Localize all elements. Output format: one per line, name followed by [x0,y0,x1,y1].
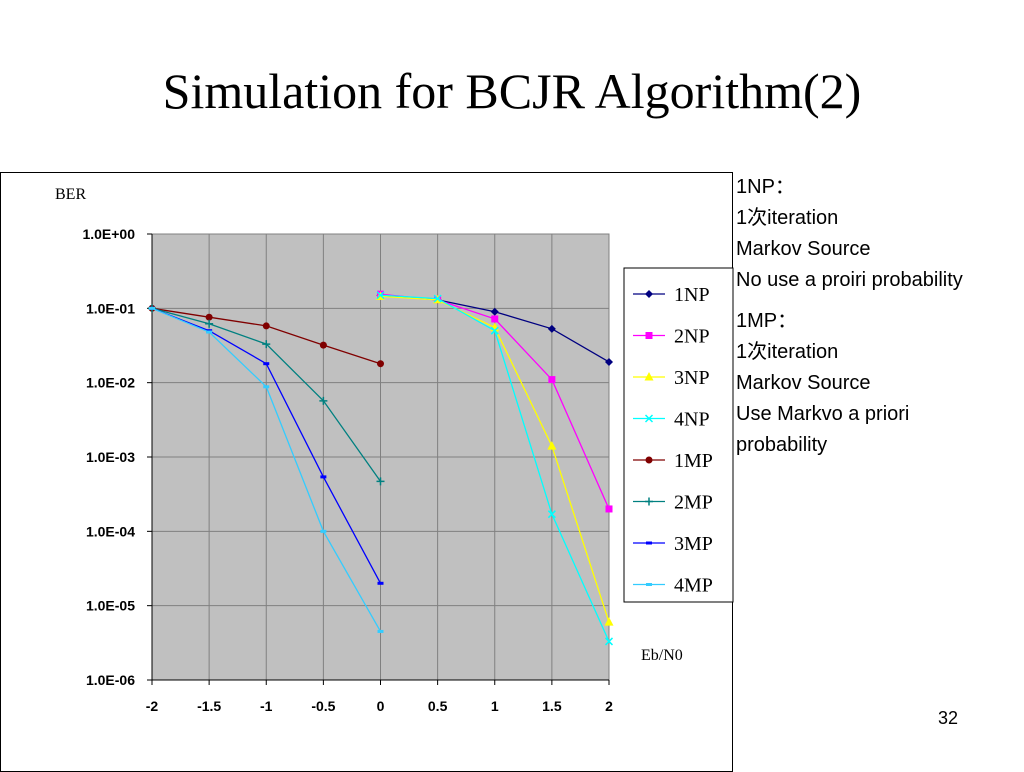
x-tick-label: 1.5 [542,698,562,714]
data-point-4np [604,637,614,646]
note-line: 1次iteration [736,341,839,363]
legend-marker-4mp [646,583,652,586]
x-tick-label: -2 [146,698,159,714]
legend-item-3np: 3NP [633,367,710,389]
x-tick-label: 0 [377,698,385,714]
legend-marker-1mp [645,456,653,464]
data-point-3mp [263,362,270,366]
data-point-1mp [319,341,327,349]
y-tick-label: 1.0E-02 [86,375,135,391]
legend-label-3mp: 3MP [674,533,713,555]
data-point-2mp [319,396,328,405]
data-point-2mp [262,340,271,349]
legend-item-4np: 4NP [633,409,710,431]
legend-box [623,267,734,603]
legend-item-2mp: 2MP [633,492,713,514]
data-point-4np [490,326,499,335]
data-point-1np [490,307,499,316]
data-point-1mp [205,313,213,321]
data-point-1mp [262,322,270,330]
data-point-4np [547,510,556,519]
note-block-1mp: 1MP： 1次iteration Markov Source Use Markv… [736,306,1024,461]
note-heading: 1MP： [736,310,798,332]
legend-item-4mp: 4MP [633,575,713,597]
y-tick-label: 1.0E-06 [86,672,135,688]
legend-item-2np: 2NP [633,326,710,348]
data-point-4mp [320,529,327,533]
y-tick-label: 1.0E+00 [82,226,135,242]
legend-item-1np: 1NP [633,284,710,306]
note-line: Use Markvo a priori probability [736,403,910,456]
x-tick-label: 2 [605,698,613,714]
y-axis-label: BER [55,186,86,203]
data-point-3np [604,617,614,626]
legend-item-1mp: 1MP [633,450,713,472]
legend-marker-1np [645,290,653,298]
data-point-4np [433,294,442,303]
slide-title: Simulation for BCJR Algorithm(2) [162,63,862,119]
legend-item-3mp: 3MP [633,533,713,555]
note-line: 1次iteration [736,207,839,229]
chart-frame: 1.0E+00 1.0E-01 1.0E-02 1.0E-03 1.0E-04 1.0E-… [0,172,734,772]
data-point-3mp [320,475,327,479]
data-point-2mp [376,477,385,486]
legend-label-1mp: 1MP [674,450,713,472]
note-block-1np: 1NP： 1次iteration Markov Source No use a … [736,172,1024,296]
legend-marker-2np [645,332,653,339]
data-point-4np [376,291,385,300]
legend-label-4np: 4NP [674,409,710,431]
x-axis-label: Eb/N0 [641,647,683,664]
y-tick-label: 1.0E-01 [86,300,135,316]
x-tick-label: 1 [491,698,499,714]
data-point-4mp [263,385,270,389]
legend-marker-4np [644,414,654,423]
ber-chart: 1.0E+00 1.0E-01 1.0E-02 1.0E-03 1.0E-04 1.0E-… [55,186,734,714]
legend-label-2np: 2NP [674,326,710,348]
y-tick-label: 1.0E-05 [86,598,135,614]
legend-label-1np: 1NP [674,284,710,306]
legend-marker-3np [644,372,654,381]
series-4mp [149,306,384,633]
notes-panel: 1NP： 1次iteration Markov Source No use a … [736,172,1024,461]
x-tick-label: -1 [260,698,273,714]
legend-marker-2mp [645,497,653,506]
data-point-4mp [377,629,384,633]
note-line: Markov Source [736,372,871,394]
legend-marker-3mp [646,541,652,545]
y-tick-label: 1.0E-04 [86,523,135,539]
data-point-2np [548,376,556,384]
data-point-1np [605,357,613,366]
data-point-1np [547,324,556,333]
legend-label-4mp: 4MP [674,575,713,597]
data-point-4mp [149,306,155,310]
series-2mp [148,304,385,486]
data-point-3np [547,441,557,450]
data-point-4mp [206,330,213,334]
series-1mp [148,304,384,368]
y-tick-label: 1.0E-03 [86,449,135,465]
note-heading: 1NP： [736,176,795,198]
legend-label-3np: 3NP [674,367,710,389]
note-line: Markov Source [736,238,871,260]
data-point-2np [605,505,613,513]
x-tick-label: -1.5 [197,698,221,714]
data-point-2np [491,315,499,323]
series-4np [376,291,614,646]
note-line: No use a proiri probability [736,269,963,291]
x-tick-label: -0.5 [311,698,335,714]
data-point-1mp [377,360,384,368]
legend-label-2mp: 2MP [674,492,713,514]
data-point-2mp [205,319,214,328]
x-tick-label: 0.5 [428,698,448,714]
page-number: 32 [938,708,959,728]
data-point-3mp [377,581,384,585]
